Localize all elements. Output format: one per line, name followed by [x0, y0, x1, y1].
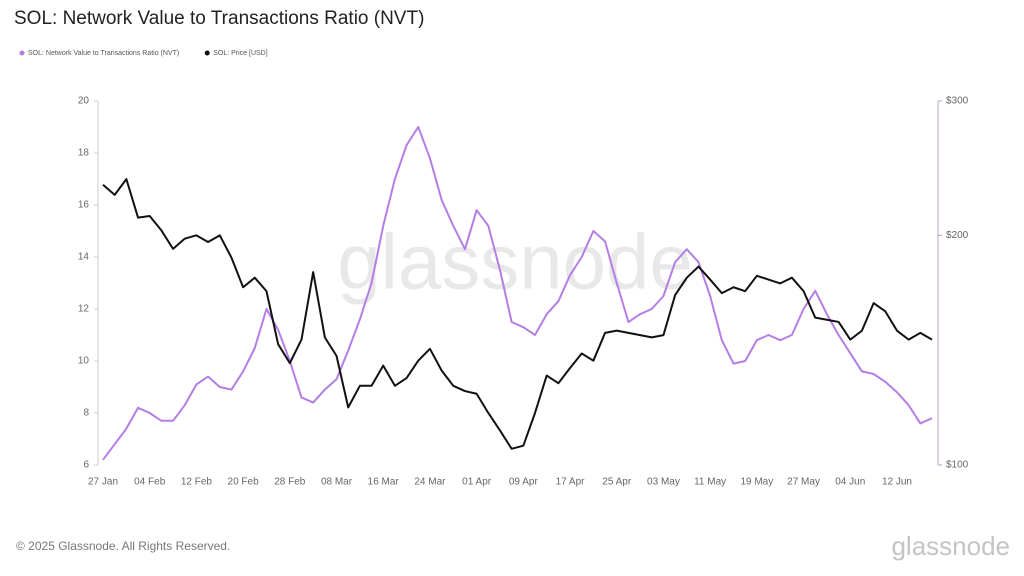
y-tick-label: 14: [78, 252, 90, 263]
y-tick-label: 18: [78, 148, 90, 159]
y-tick-label: 8: [83, 408, 89, 419]
x-tick-label: 09 Apr: [509, 477, 539, 488]
x-tick-label: 28 Feb: [274, 477, 306, 488]
y-tick-label: 12: [78, 304, 90, 315]
x-tick-label: 27 May: [787, 477, 820, 488]
x-tick-label: 17 Apr: [556, 477, 586, 488]
x-tick-label: 12 Jun: [882, 477, 912, 488]
series-line: [102, 126, 933, 461]
x-tick-label: 16 Mar: [368, 477, 400, 488]
y-tick-label: 20: [78, 96, 90, 107]
y-tick-label: 10: [78, 356, 90, 367]
logo: glassnode: [891, 531, 1010, 561]
x-tick-label: 20 Feb: [228, 477, 260, 488]
y-tick-label: 6: [83, 460, 89, 471]
x-tick-label: 04 Feb: [134, 477, 166, 488]
legend-label: SOL: Network Value to Transactions Ratio…: [28, 50, 179, 57]
x-tick-label: 11 May: [694, 477, 726, 488]
chart-title: SOL: Network Value to Transactions Ratio…: [14, 8, 424, 29]
x-tick-label: 25 Apr: [602, 477, 632, 488]
x-tick-label: 12 Feb: [181, 477, 213, 488]
y2-tick-label: $100: [946, 460, 969, 471]
x-tick-label: 19 May: [740, 477, 773, 488]
x-tick-label: 03 May: [647, 477, 680, 488]
x-tick-label: 04 Jun: [835, 477, 865, 488]
y-tick-label: 16: [78, 200, 90, 211]
legend-marker: [19, 50, 25, 56]
x-tick-label: 24 Mar: [414, 477, 446, 488]
watermark: glassnode: [337, 218, 693, 306]
legend-label: SOL: Price [USD]: [213, 50, 268, 57]
legend-marker: [204, 50, 210, 56]
y2-tick-label: $200: [946, 230, 969, 241]
x-tick-label: 27 Jan: [88, 477, 118, 488]
series-line: [102, 178, 933, 450]
x-tick-label: 08 Mar: [321, 477, 353, 488]
x-tick-label: 01 Apr: [462, 477, 492, 488]
footer: © 2025 Glassnode. All Rights Reserved.: [16, 539, 230, 553]
y2-tick-label: $300: [946, 96, 969, 107]
